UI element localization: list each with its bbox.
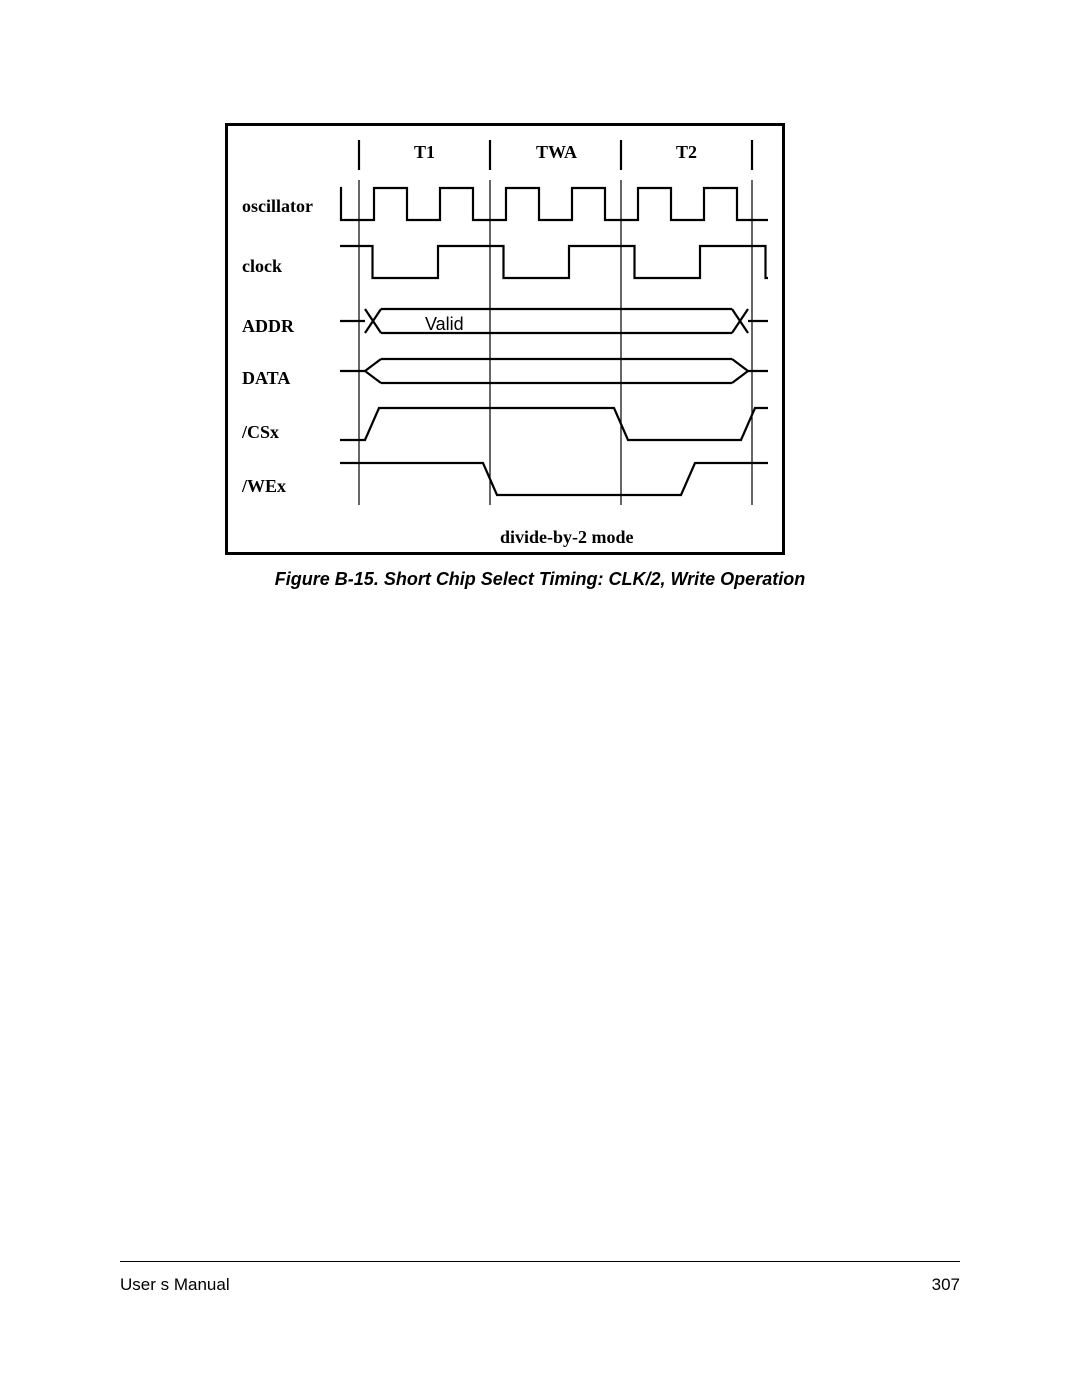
footer-left-text: User s Manual	[120, 1275, 230, 1295]
footer-right-text: 307	[932, 1275, 960, 1295]
page: T1 TWA T2 oscillator clock ADDR DATA /CS…	[0, 0, 1080, 1397]
timing-waveforms	[0, 0, 1080, 700]
footer-rule	[120, 1261, 960, 1262]
figure-caption: Figure B-15. Short Chip Select Timing: C…	[0, 569, 1080, 590]
